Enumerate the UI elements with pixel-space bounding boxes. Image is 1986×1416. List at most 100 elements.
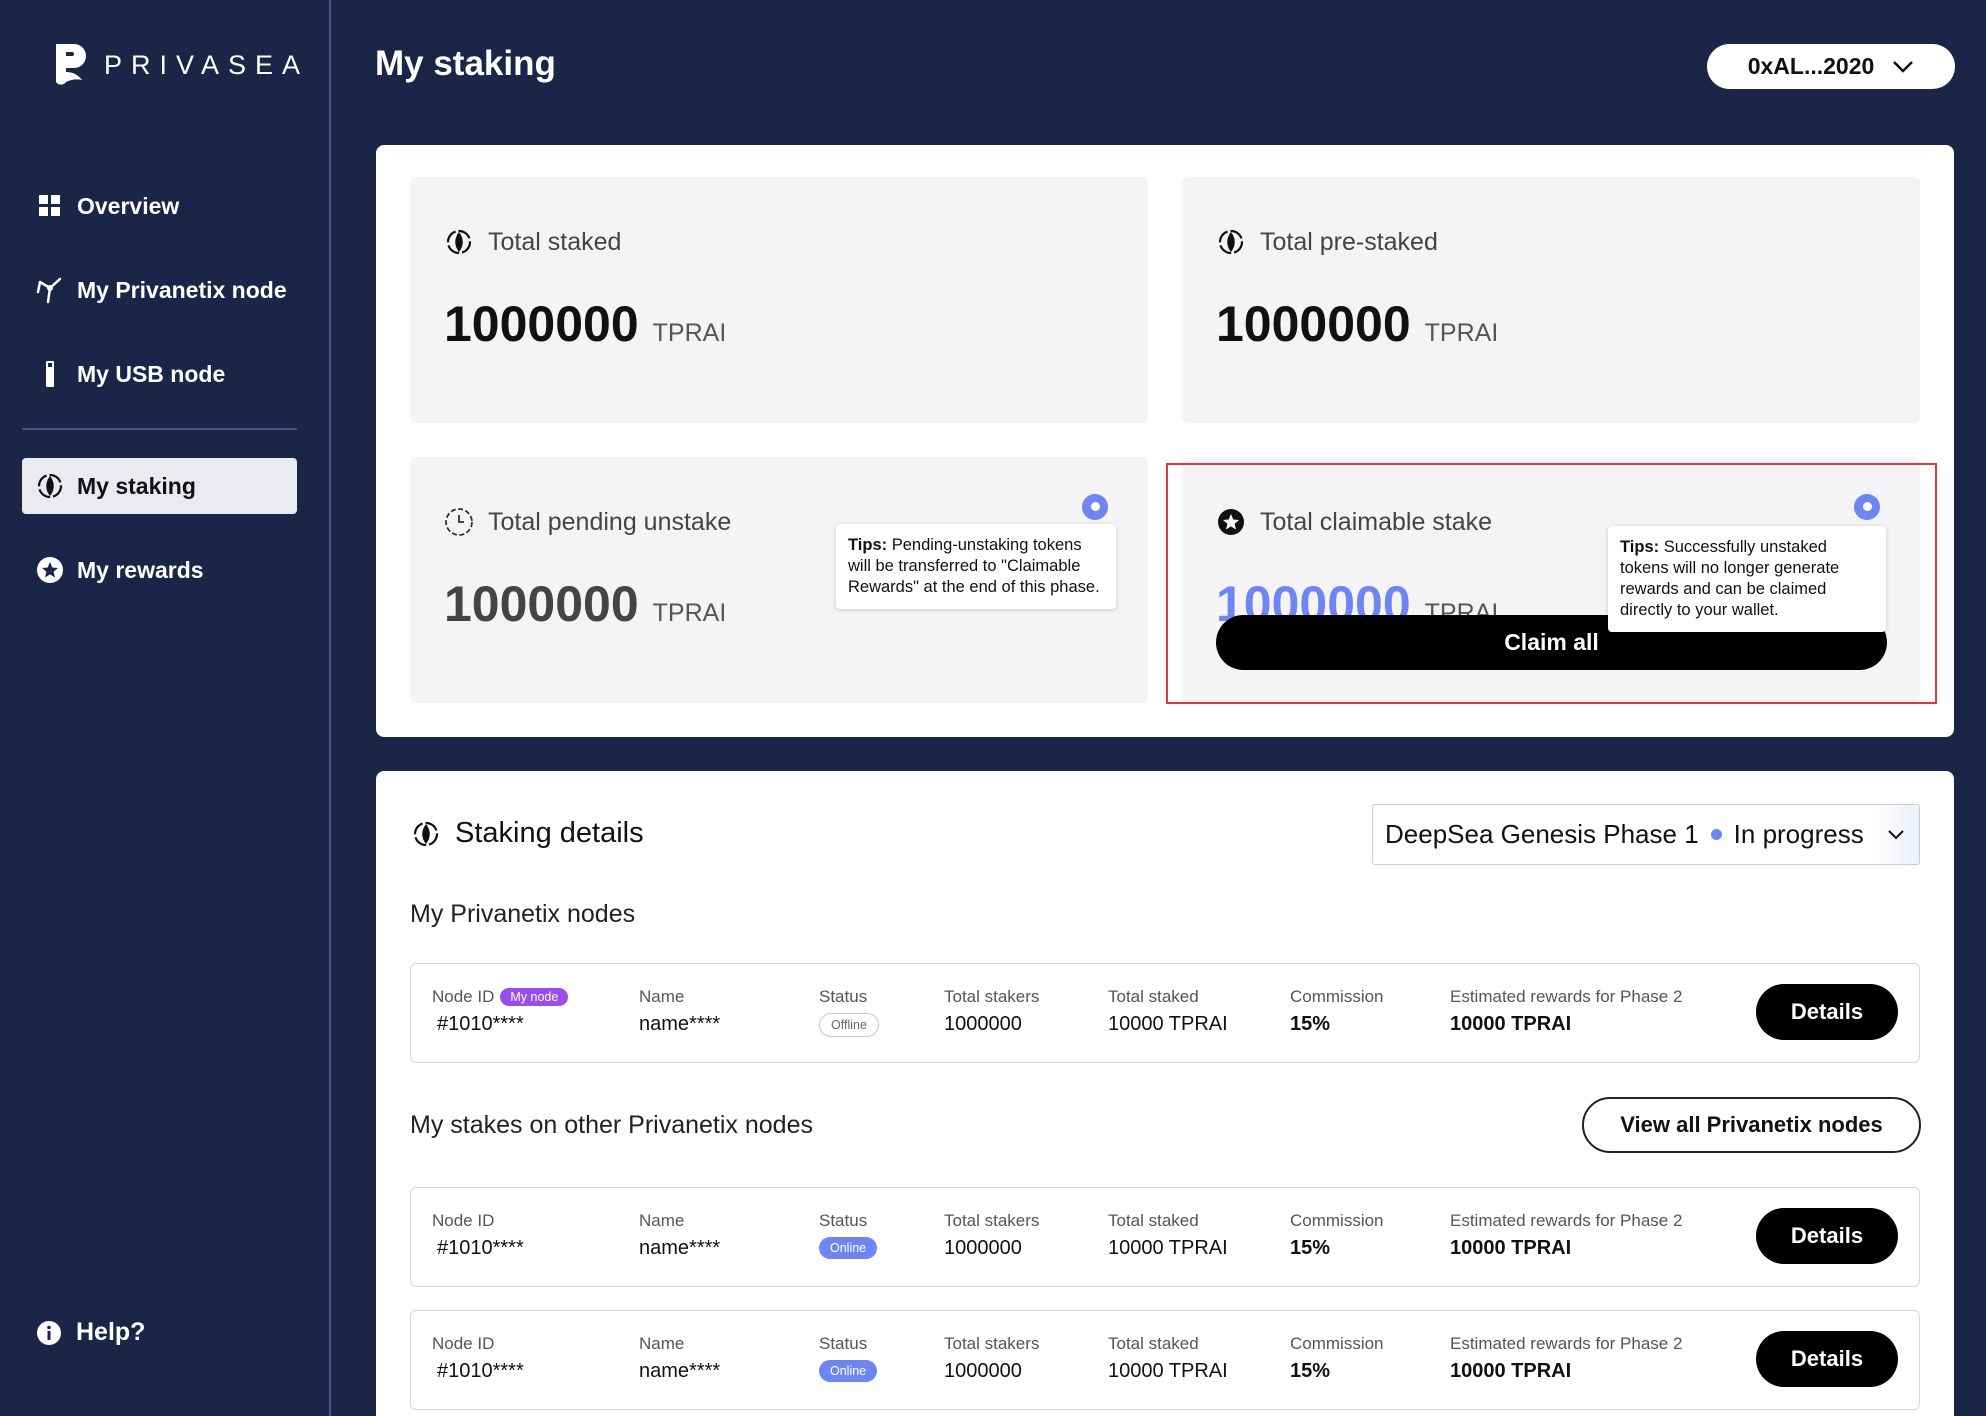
column-label: Estimated rewards for Phase 2	[1450, 987, 1683, 1006]
sidebar-divider	[22, 428, 297, 430]
sidebar-item-label: Overview	[77, 192, 180, 219]
help-label: Help?	[76, 1318, 146, 1346]
card-value: 1000000	[1216, 296, 1411, 352]
table-row: Node ID #1010**** Name name**** Status O…	[410, 1187, 1920, 1287]
page-title: My staking	[375, 44, 556, 83]
card-unit: TPRAI	[1424, 319, 1499, 347]
column-label: Total staked	[1108, 1334, 1199, 1353]
privasea-logo-icon	[56, 44, 86, 85]
chevron-down-icon	[1873, 805, 1919, 864]
column-label: Estimated rewards for Phase 2	[1450, 1334, 1683, 1353]
chevron-down-icon	[1893, 60, 1914, 73]
sidebar-item-my-rewards[interactable]: My rewards	[22, 542, 297, 598]
other-nodes-title: My stakes on other Privanetix nodes	[410, 1111, 813, 1139]
column-label: Total stakers	[944, 987, 1040, 1006]
estimated-rewards: 10000 TPRAI	[1450, 1360, 1572, 1382]
node-name: name****	[639, 1013, 721, 1035]
column-label: Commission	[1290, 1334, 1384, 1353]
staking-details-panel	[376, 771, 1954, 1416]
tip-icon[interactable]	[1082, 494, 1108, 520]
view-all-nodes-button[interactable]: View all Privanetix nodes	[1582, 1097, 1921, 1153]
column-label: Name	[639, 987, 685, 1006]
details-button[interactable]: Details	[1756, 1331, 1898, 1387]
column-label: Name	[639, 1211, 685, 1230]
sidebar-item-overview[interactable]: Overview	[22, 178, 297, 234]
sidebar-item-my-staking[interactable]: My staking	[22, 458, 297, 514]
column-label: Commission	[1290, 987, 1384, 1006]
card-label: Total pending unstake	[488, 507, 732, 536]
card-label: Total pre-staked	[1260, 227, 1438, 256]
brand-logo[interactable]: PRIVASEA	[52, 42, 309, 88]
card-label: Total staked	[488, 227, 622, 256]
clock-icon	[444, 507, 474, 537]
status-badge: Offline	[819, 1013, 879, 1037]
sidebar-item-label: My rewards	[77, 556, 204, 583]
tip-icon[interactable]	[1854, 494, 1880, 520]
sidebar-item-privanetix-node[interactable]: My Privanetix node	[22, 262, 297, 318]
status-badge: Online	[819, 1360, 878, 1382]
commission: 15%	[1290, 1237, 1331, 1259]
column-label: Status	[819, 1334, 868, 1353]
estimated-rewards: 10000 TPRAI	[1450, 1013, 1572, 1035]
wallet-selector[interactable]: 0xAL...2020	[1707, 44, 1955, 89]
my-node-badge: My node	[500, 988, 569, 1006]
column-label: Commission	[1290, 1211, 1384, 1230]
phase-select[interactable]: DeepSea Genesis Phase 1 In progress	[1372, 804, 1920, 865]
details-button[interactable]: Details	[1756, 984, 1898, 1040]
phase-name: DeepSea Genesis Phase 1	[1385, 819, 1699, 849]
commission: 15%	[1290, 1013, 1331, 1035]
tooltip: Tips: Pending-unstaking tokens will be t…	[836, 524, 1116, 609]
sidebar: PRIVASEA Overview My Privanetix node My …	[0, 0, 331, 1416]
node-name: name****	[639, 1237, 721, 1259]
wallet-address: 0xAL...2020	[1747, 53, 1875, 79]
column-label: Name	[639, 1334, 685, 1353]
column-label: Status	[819, 987, 868, 1006]
card-unit: TPRAI	[652, 319, 727, 347]
total-staked-card: Total staked 1000000 TPRAI	[410, 177, 1148, 423]
card-unit: TPRAI	[652, 599, 727, 627]
help-link[interactable]: Help?	[36, 1318, 145, 1347]
rewards-star-icon	[36, 556, 64, 584]
sidebar-item-label: My USB node	[77, 360, 226, 387]
column-label: Status	[819, 1211, 868, 1230]
staking-details-heading: Staking details	[411, 817, 644, 850]
column-label: Total stakers	[944, 1334, 1040, 1353]
total-staked: 10000 TPRAI	[1108, 1013, 1228, 1035]
total-prestaked-card: Total pre-staked 1000000 TPRAI	[1182, 177, 1920, 423]
status-dot	[1710, 829, 1722, 840]
staking-icon	[444, 227, 474, 257]
my-nodes-title: My Privanetix nodes	[410, 900, 636, 928]
commission: 15%	[1290, 1360, 1331, 1382]
table-row: Node ID #1010**** Name name**** Status O…	[410, 1310, 1920, 1410]
stats-panel: Total staked 1000000 TPRAI Total pre-sta…	[376, 145, 1954, 737]
estimated-rewards: 10000 TPRAI	[1450, 1237, 1572, 1259]
column-label: Node ID	[432, 1211, 495, 1230]
section-heading: Staking details	[455, 817, 644, 849]
highlight-box	[1166, 463, 1937, 704]
info-icon	[37, 1320, 61, 1345]
details-button[interactable]: Details	[1756, 1208, 1898, 1264]
pending-unstake-card: Total pending unstake 1000000 TPRAI Tips…	[410, 457, 1148, 703]
column-label: Total staked	[1108, 987, 1199, 1006]
node-id: #1010****	[437, 1237, 524, 1259]
column-label: Node ID	[432, 987, 495, 1006]
column-label: Total stakers	[944, 1211, 1040, 1230]
usb-stick-icon	[36, 360, 64, 388]
column-label: Node ID	[432, 1334, 495, 1353]
staking-icon	[411, 819, 441, 849]
node-id: #1010****	[437, 1013, 524, 1035]
column-label: Total staked	[1108, 1211, 1199, 1230]
card-value: 1000000	[444, 296, 639, 352]
phase-status: In progress	[1733, 819, 1864, 849]
total-stakers: 1000000	[944, 1360, 1022, 1382]
status-badge: Online	[819, 1237, 878, 1259]
staking-icon	[1216, 227, 1246, 257]
sidebar-item-label: My staking	[77, 472, 196, 499]
rewards-star-icon	[1216, 507, 1246, 537]
total-stakers: 1000000	[944, 1237, 1022, 1259]
column-label: Estimated rewards for Phase 2	[1450, 1211, 1683, 1230]
sidebar-item-usb-node[interactable]: My USB node	[22, 346, 297, 402]
tooltip: Tips: Successfully unstaked tokens will …	[1608, 526, 1886, 632]
node-name: name****	[639, 1360, 721, 1382]
total-stakers: 1000000	[944, 1013, 1022, 1035]
